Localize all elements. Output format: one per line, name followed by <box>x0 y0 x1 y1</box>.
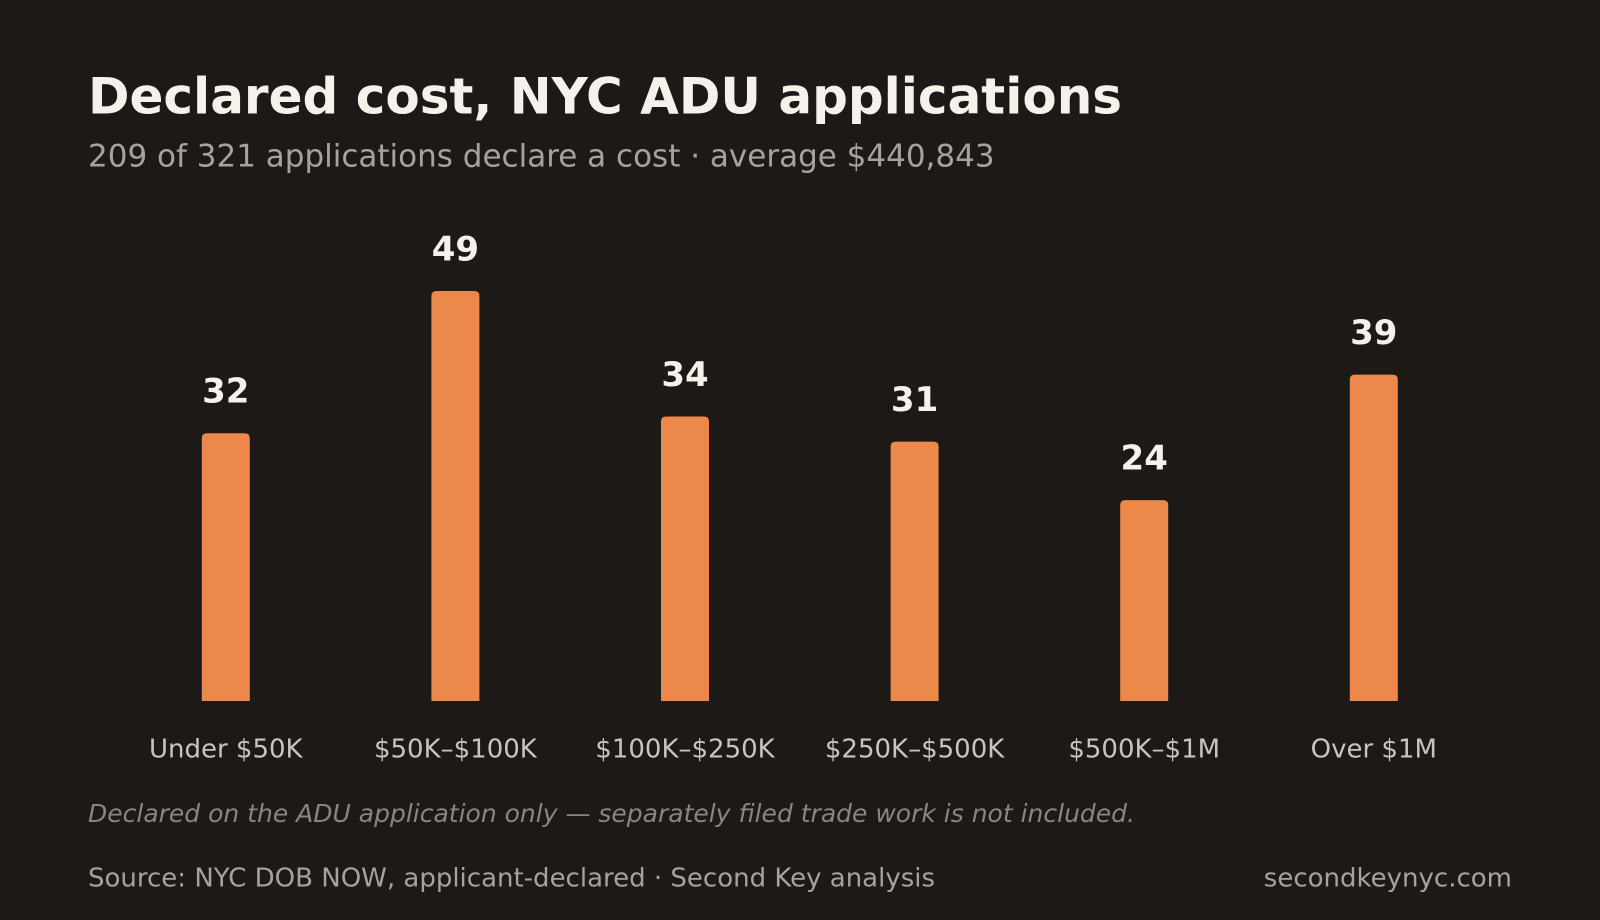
chart-title: Declared cost, NYC ADU applications <box>88 68 1122 126</box>
value-label: 31 <box>891 380 938 420</box>
x-tick-label: Over $1M <box>1311 735 1437 765</box>
bar <box>431 291 480 701</box>
chart-subtitle: 209 of 321 applications declare a cost ·… <box>88 139 995 175</box>
value-label: 24 <box>1121 439 1168 479</box>
value-label: 39 <box>1350 313 1397 353</box>
bar <box>1349 374 1398 701</box>
source: Source: NYC DOB NOW, applicant-declared … <box>88 864 935 894</box>
value-label: 32 <box>202 372 249 412</box>
bar <box>1120 500 1169 701</box>
bar <box>201 433 250 701</box>
bar <box>661 416 709 701</box>
x-tick-label: $100K–$250K <box>595 735 775 765</box>
value-label: 49 <box>432 230 479 270</box>
bar <box>890 441 939 701</box>
x-tick-label: $250K–$500K <box>825 735 1005 765</box>
footnote: Declared on the ADU application only — s… <box>88 799 1135 828</box>
credit: secondkeynyc.com <box>1264 864 1512 894</box>
value-label: 34 <box>661 355 708 395</box>
x-tick-label: $500K–$1M <box>1068 735 1220 765</box>
x-tick-label: Under $50K <box>149 735 304 765</box>
x-tick-label: $50K–$100K <box>374 735 538 765</box>
